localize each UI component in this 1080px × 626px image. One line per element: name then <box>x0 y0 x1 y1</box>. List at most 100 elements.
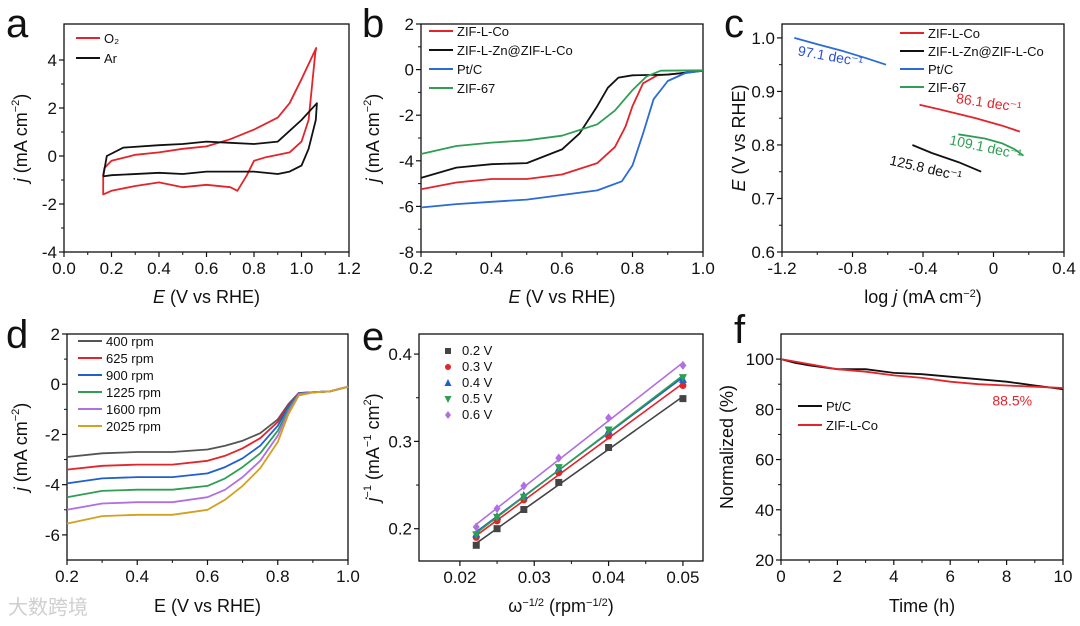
y-tick-label: 0 <box>405 61 414 80</box>
fit-line-0.3V <box>475 382 684 537</box>
x-axis-label: Time (h) <box>889 596 955 616</box>
x-tick-label: -0.8 <box>838 259 867 278</box>
legend-label: Pt/C <box>457 62 482 77</box>
x-tick-label: 1.0 <box>691 259 715 278</box>
y-tick-label: 0.2 <box>388 520 412 539</box>
y-tick-label: 2 <box>51 325 60 344</box>
y-axis-label: j (mA cm−2) <box>362 94 383 186</box>
label-part: j <box>890 287 898 307</box>
label-part: (mA cm <box>11 421 31 487</box>
x-tick-label: -0.4 <box>908 259 937 278</box>
x-tick-label: 0.2 <box>100 259 124 278</box>
y-tick-label: 0 <box>48 147 57 166</box>
square-marker <box>679 395 687 403</box>
y-tick-label: 0 <box>51 375 60 394</box>
y-axis-label: j−1 (mA−1 cm2) <box>362 393 383 504</box>
fit-line-0.6V <box>475 361 684 525</box>
label-part: −1 <box>362 485 374 498</box>
series-line <box>66 385 349 525</box>
label-part: −1/2 <box>586 597 608 609</box>
legend-label: ZIF-67 <box>928 80 966 95</box>
square-marker <box>493 525 501 533</box>
x-tick-label: 0.02 <box>443 568 476 587</box>
label-part: E <box>508 287 521 307</box>
legend-label: 0.2 V <box>462 343 493 358</box>
label-part: (mA <box>363 447 383 485</box>
x-tick-label: 0.4 <box>480 259 504 278</box>
x-tick-label: 4 <box>889 567 898 586</box>
legend-label: ZIF-L-Zn@ZIF-L-Co <box>457 43 573 58</box>
y-tick-label: 0.9 <box>751 82 775 101</box>
x-tick-label: 0.6 <box>550 259 574 278</box>
triangle-down-marker <box>554 464 563 473</box>
series-line <box>958 133 1025 157</box>
y-tick-label: -4 <box>42 243 57 262</box>
y-tick-label: 4 <box>48 51 57 70</box>
label-part: ) <box>976 287 982 307</box>
y-tick-label: -2 <box>42 195 57 214</box>
square-marker <box>520 505 528 513</box>
panel-letter: d <box>6 313 28 357</box>
legend-label: O₂ <box>104 31 119 46</box>
legend-label: 0.6 V <box>462 407 493 422</box>
panel-b: b 0.2 0.4 0.6 0.8 1.0 -8 -6 -4 -2 0 2 E (V vs RHE) j … <box>362 2 715 307</box>
y-tick-label: -2 <box>399 106 414 125</box>
x-tick-label: 0.6 <box>196 567 220 586</box>
x-axis-label: E (V vs RHE) <box>154 596 261 616</box>
x-tick-label: 0 <box>989 259 998 278</box>
label-part: 2 <box>362 399 374 405</box>
square-marker <box>605 444 613 451</box>
label-part: (rpm <box>544 596 586 616</box>
x-axis-label: E (V vs RHE) <box>508 287 615 307</box>
legend-label: ZIF-L-Co <box>457 24 509 39</box>
y-tick-label: -8 <box>399 243 414 262</box>
annotation: 86.1 dec⁻¹ <box>955 90 1023 115</box>
y-tick-label: 0.7 <box>751 189 775 208</box>
label-part: −2 <box>362 100 374 113</box>
y-tick-label: -4 <box>399 152 414 171</box>
label-part: ) <box>11 403 31 409</box>
y-tick-label: 2 <box>405 15 414 34</box>
annotation: 88.5% <box>992 393 1032 409</box>
label-part: j <box>11 177 31 185</box>
fit-line-0.5V <box>475 374 684 534</box>
triangle-down-marker <box>493 513 502 522</box>
panel-letter: a <box>6 2 29 46</box>
legend-label: ZIF-L-Co <box>928 26 980 41</box>
y-tick-label: 80 <box>755 400 774 419</box>
y-tick-label: 0.3 <box>388 432 412 451</box>
y-tick-label: -2 <box>45 425 60 444</box>
plot-frame <box>420 23 704 253</box>
legend-label: Pt/C <box>928 62 953 77</box>
label-part: E <box>729 179 749 192</box>
diamond-marker <box>493 504 501 514</box>
label-part: −1 <box>362 435 374 448</box>
annotation: 109.1 dec⁻¹ <box>948 132 1024 163</box>
fit-line-0.2V <box>475 395 684 544</box>
x-tick-label: 0.8 <box>621 259 645 278</box>
label-part: ) <box>363 94 383 100</box>
label-part: −2 <box>963 288 976 300</box>
triangle-down-marker <box>444 396 452 403</box>
y-tick-label: 0.4 <box>388 345 412 364</box>
annotation: 97.1 dec⁻¹ <box>797 42 865 69</box>
legend-label: 0.4 V <box>462 375 493 390</box>
legend-label: Pt/C <box>826 399 851 414</box>
label-part: E <box>153 287 166 307</box>
label-part: −1/2 <box>522 597 544 609</box>
y-tick-label: 2 <box>48 99 57 118</box>
x-tick-label: 0.4 <box>125 567 149 586</box>
x-tick-label: -1.2 <box>767 259 796 278</box>
series-line <box>102 102 318 178</box>
series-line <box>420 69 704 209</box>
x-tick-label: 0.8 <box>266 567 290 586</box>
label-part: ) <box>608 596 614 616</box>
annotation: 125.8 dec⁻¹ <box>888 152 964 184</box>
panel-e: e0.02 0.03 0.04 0.050.20.30.4ω−1/2 (rpm−1/2… <box>362 315 704 616</box>
legend-label: 2025 rpm <box>106 419 161 434</box>
x-tick-label: 0.05 <box>666 568 699 587</box>
diamond-marker <box>679 360 687 370</box>
legend-label: 900 rpm <box>106 368 154 383</box>
panel-a: a 0.0 0.2 0.4 0.6 0.8 1.0 1.2 -4 -2 0 2 4 E (V vs RHE… <box>6 2 361 307</box>
